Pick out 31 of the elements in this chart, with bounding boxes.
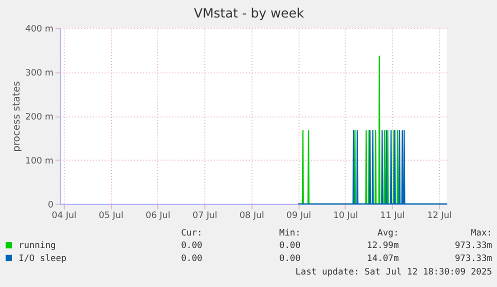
x-tick-label: 12 Jul: [427, 211, 452, 222]
x-tick-label: 05 Jul: [98, 211, 124, 222]
x-tick-label: 10 Jul: [333, 211, 358, 222]
x-tick-label: 06 Jul: [146, 211, 170, 222]
text: 0.00: [279, 241, 301, 252]
y-tick-label: 300 m: [25, 68, 54, 79]
y-axis-title: process states: [11, 81, 22, 152]
x-tick-label: 04 Jul: [52, 211, 77, 222]
text: 0.00: [181, 254, 202, 264]
y-tick-label: 100 m: [25, 156, 54, 166]
text: Avg:: [378, 228, 399, 238]
text: Last update: Sat Jul 12 18:30:09 2025: [295, 268, 492, 278]
text: 0.00: [279, 254, 301, 264]
x-tick-label: 08 Jul: [239, 211, 264, 222]
text: Min:: [279, 228, 301, 238]
text: 973.33m: [454, 254, 492, 264]
text: 12.99m: [366, 241, 399, 252]
text: 973.33m: [454, 241, 492, 252]
y-tick-label: 400 m: [25, 24, 54, 35]
y-tick-label: 0: [48, 200, 54, 210]
x-tick-label: 09 Jul: [286, 211, 312, 222]
x-tick-label: 11 Jul: [380, 211, 405, 222]
text: Max:: [470, 228, 492, 238]
legend-label: running: [18, 241, 56, 252]
y-tick-label: 200 m: [25, 112, 54, 122]
text: 14.07m: [366, 254, 399, 264]
chart-title: VMstat - by week: [194, 6, 305, 22]
text: 0.00: [181, 241, 202, 252]
legend-label: I/O sleep: [18, 254, 67, 264]
text: Cur:: [181, 228, 202, 238]
x-tick-label: 07 Jul: [192, 211, 218, 222]
